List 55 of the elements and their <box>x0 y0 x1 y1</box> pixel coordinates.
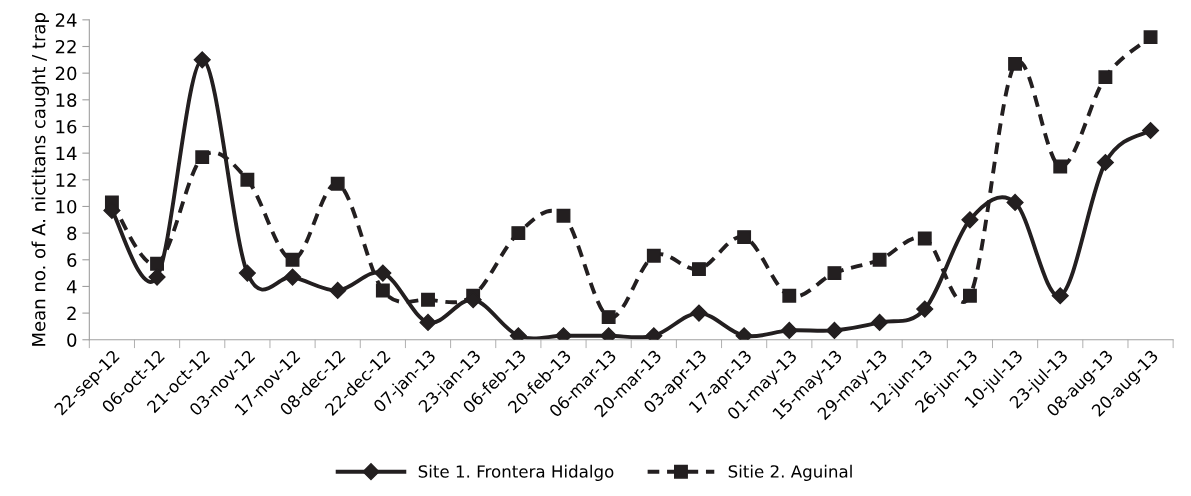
point <box>690 304 708 322</box>
point <box>916 300 934 318</box>
point <box>646 248 661 263</box>
point <box>871 313 889 331</box>
point <box>148 268 166 286</box>
point <box>238 264 256 282</box>
point <box>195 150 210 165</box>
y-tick-label: 10 <box>56 199 77 214</box>
y-tick-label: 16 <box>56 119 77 134</box>
point <box>330 176 345 191</box>
point <box>872 252 887 267</box>
y-tick-label: 6 <box>67 253 77 267</box>
point <box>374 264 392 282</box>
point <box>329 281 347 299</box>
point <box>1006 193 1024 212</box>
point <box>962 288 977 303</box>
point <box>283 268 302 286</box>
point <box>1096 153 1114 172</box>
point <box>1051 287 1069 305</box>
y-tick-label: 8 <box>67 226 77 241</box>
point <box>825 321 843 339</box>
point <box>1098 70 1113 85</box>
y-tick-label: 20 <box>55 66 77 81</box>
point <box>1143 30 1158 45</box>
y-axis-title: Mean no. of A. nictitans caught / trap <box>31 13 49 346</box>
point <box>782 288 797 303</box>
point <box>1053 159 1068 174</box>
y-tick-label: 18 <box>56 93 77 107</box>
point <box>780 321 798 339</box>
point <box>375 283 390 298</box>
point <box>419 313 437 331</box>
y-tick-label: 14 <box>56 146 77 160</box>
point <box>285 252 300 267</box>
y-tick-label: 22 <box>55 39 76 54</box>
legend-label: Sitie 2. Aguinal <box>728 464 852 481</box>
point <box>240 172 255 187</box>
point <box>193 51 211 69</box>
point <box>827 266 842 281</box>
point <box>601 310 616 325</box>
y-tick-label: 4 <box>66 280 77 294</box>
y-tick-label: 0 <box>67 333 77 347</box>
legend-label: Site 1. Frontera Hidalgo <box>418 464 614 481</box>
point <box>421 292 435 307</box>
point <box>1008 56 1023 71</box>
point <box>511 226 526 241</box>
point <box>556 208 571 223</box>
point <box>1142 121 1160 140</box>
point <box>692 262 706 277</box>
point <box>737 230 752 245</box>
y-tick-label: 24 <box>55 13 77 27</box>
y-tick-label: 2 <box>67 306 76 320</box>
point <box>917 231 932 246</box>
point <box>150 256 165 271</box>
y-tick-label: 12 <box>56 173 76 187</box>
point <box>961 211 979 229</box>
